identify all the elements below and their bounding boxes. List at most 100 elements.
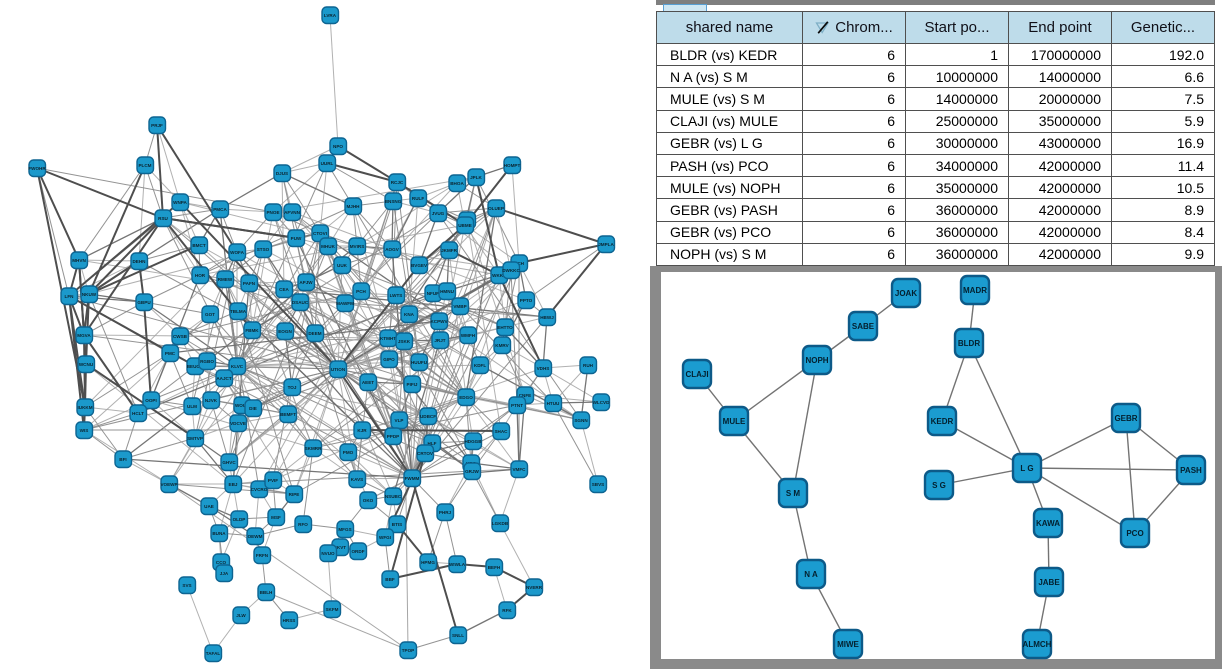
svg-text:VDCVE: VDCVE	[230, 421, 246, 426]
svg-text:WFGI: WFGI	[379, 535, 391, 540]
svg-text:MGVA: MGVA	[77, 333, 91, 338]
svg-text:KTMHT: KTMHT	[380, 336, 396, 341]
svg-text:BTIS: BTIS	[392, 522, 402, 527]
svg-text:SGNN: SGNN	[574, 418, 588, 423]
svg-text:HCH: HCH	[514, 261, 525, 266]
svg-text:BEUOH: BEUOH	[187, 364, 204, 369]
svg-text:BVGEV: BVGEV	[411, 263, 428, 268]
svg-text:PRJF: PRJF	[151, 123, 163, 128]
svg-text:IUKKM: IUKKM	[77, 405, 92, 410]
svg-text:MIWE: MIWE	[837, 640, 859, 649]
svg-text:BEFH: BEFH	[488, 565, 501, 570]
svg-text:DEEM: DEEM	[308, 331, 321, 336]
svg-text:KNA: KNA	[404, 312, 415, 317]
svg-text:UUK: UUK	[337, 263, 348, 268]
svg-text:EOGN: EOGN	[278, 329, 292, 334]
svg-text:GBPU: GBPU	[137, 300, 151, 305]
svg-text:PAFN: PAFN	[243, 281, 256, 286]
svg-text:KJR: KJR	[357, 428, 367, 433]
svg-text:HCLT: HCLT	[132, 411, 144, 416]
svg-text:SVS: SVS	[182, 583, 191, 588]
svg-text:MHUK: MHUK	[321, 244, 335, 249]
svg-text:GEBR: GEBR	[1114, 414, 1137, 423]
svg-text:BFI: BFI	[119, 457, 126, 462]
svg-text:WOFA: WOFA	[230, 250, 244, 255]
svg-text:WLCVD: WLCVD	[593, 400, 611, 405]
svg-text:PUW: PUW	[291, 236, 302, 241]
svg-text:HMNU: HMNU	[440, 289, 454, 294]
svg-text:SABE: SABE	[852, 322, 875, 331]
svg-text:MULE: MULE	[723, 417, 746, 426]
svg-text:MHVN: MHVN	[72, 258, 86, 263]
svg-text:JLW: JLW	[236, 613, 246, 618]
svg-text:DEHN: DEHN	[132, 259, 146, 264]
svg-text:HPMG: HPMG	[421, 560, 435, 565]
svg-text:HRSS: HRSS	[283, 618, 296, 623]
svg-text:SKMRR: SKMRR	[305, 446, 323, 451]
svg-text:DWKKC: DWKKC	[502, 268, 520, 273]
svg-text:HBWJ: HBWJ	[540, 315, 554, 320]
svg-text:RUH: RUH	[583, 363, 594, 368]
svg-text:PPDP: PPDP	[387, 434, 400, 439]
svg-text:PLCM: PLCM	[138, 163, 151, 168]
svg-text:TOJ: TOJ	[288, 385, 297, 390]
svg-text:RGBO: RGBO	[200, 359, 214, 364]
svg-text:TAFAL: TAFAL	[206, 651, 221, 656]
svg-text:ORDF: ORDF	[351, 549, 364, 554]
svg-text:AFVNN: AFVNN	[284, 210, 301, 215]
svg-text:RSU: RSU	[158, 216, 168, 221]
svg-text:SKFM: SKFM	[325, 607, 338, 612]
svg-text:JPLK: JPLK	[470, 175, 482, 180]
svg-text:UURL: UURL	[321, 161, 334, 166]
svg-text:PPTO: PPTO	[520, 298, 533, 303]
svg-text:KEDR: KEDR	[931, 417, 954, 426]
svg-text:GOT: GOT	[205, 312, 215, 317]
svg-text:SMTVP: SMTVP	[187, 436, 203, 441]
svg-text:CTOVI: CTOVI	[313, 231, 327, 236]
svg-text:TBLMA: TBLMA	[230, 309, 247, 314]
svg-text:JABE: JABE	[1038, 578, 1060, 587]
svg-text:EDGO: EDGO	[459, 395, 473, 400]
svg-text:OKO: OKO	[363, 498, 374, 503]
svg-text:UDBCF: UDBCF	[420, 414, 436, 419]
svg-text:KDFL: KDFL	[474, 363, 486, 368]
svg-text:MFGS: MFGS	[338, 527, 351, 532]
svg-text:JOAK: JOAK	[895, 289, 917, 298]
svg-text:S G: S G	[932, 481, 946, 490]
svg-text:HOMPT: HOMPT	[504, 163, 521, 168]
svg-text:OEWM: OEWM	[248, 534, 263, 539]
svg-text:PTNT: PTNT	[511, 403, 523, 408]
svg-text:CVCRO: CVCRO	[251, 487, 268, 492]
svg-text:WKKF: WKKF	[492, 273, 506, 278]
svg-text:KCPWV: KCPWV	[430, 319, 448, 324]
svg-text:BEMFT: BEMFT	[280, 412, 296, 417]
svg-text:PIFIJ: PIFIJ	[407, 382, 418, 387]
svg-text:BUNA: BUNA	[212, 531, 226, 536]
svg-text:RIPE: RIPE	[289, 492, 300, 497]
svg-text:KAWA: KAWA	[1036, 519, 1060, 528]
svg-text:DIE: DIE	[249, 406, 257, 411]
svg-text:JJA: JJA	[220, 571, 229, 576]
svg-text:JVUG: JVUG	[432, 211, 445, 216]
svg-text:WIS: WIS	[80, 428, 89, 433]
svg-text:PVIF: PVIF	[268, 478, 278, 483]
svg-text:CCO: CCO	[216, 560, 227, 565]
svg-text:JKMFR: JKMFR	[441, 248, 458, 253]
svg-text:RMEW: RMEW	[218, 277, 233, 282]
svg-text:AEET: AEET	[362, 380, 374, 385]
svg-text:FWOHR: FWOHR	[28, 166, 46, 171]
svg-text:MADR: MADR	[963, 286, 987, 295]
svg-text:FBMK: FBMK	[245, 328, 259, 333]
svg-text:CWSB: CWSB	[173, 334, 188, 339]
svg-text:RFK: RFK	[502, 608, 512, 613]
svg-text:PMCA: PMCA	[213, 207, 227, 212]
svg-text:NJVK: NJVK	[205, 398, 218, 403]
svg-text:MSF: MSF	[271, 515, 281, 520]
svg-text:KAVS: KAVS	[351, 477, 363, 482]
svg-text:NVUO: NVUO	[321, 551, 335, 556]
svg-text:PMC: PMC	[165, 351, 176, 356]
svg-text:FWMM: FWMM	[405, 476, 420, 481]
svg-text:OLUEP: OLUEP	[488, 206, 504, 211]
svg-text:STSO: STSO	[257, 247, 270, 252]
svg-text:VDHS: VDHS	[537, 366, 550, 371]
